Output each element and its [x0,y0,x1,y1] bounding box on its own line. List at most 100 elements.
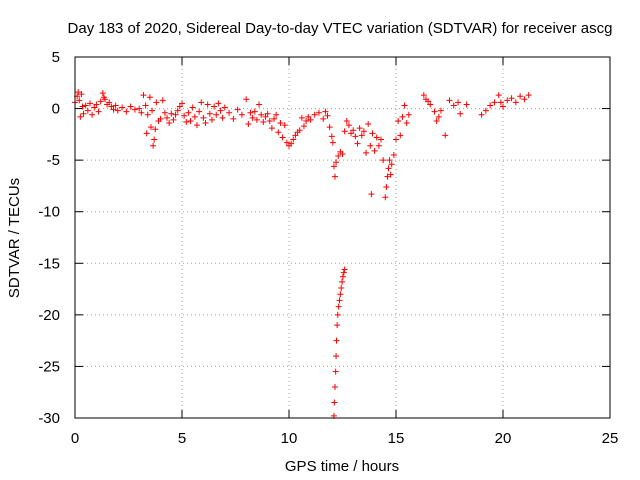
data-point [89,111,96,118]
data-point [152,126,159,133]
data-point [497,99,504,106]
data-point [204,101,211,108]
data-point [131,106,138,113]
data-point [463,101,470,108]
data-point [341,266,348,273]
x-tick-label: 25 [602,430,619,447]
data-point [333,159,340,166]
data-point [168,110,175,117]
data-point [435,113,442,120]
data-point [332,173,339,180]
data-point [388,161,395,168]
data-point [283,139,290,146]
data-point [99,90,106,97]
data-point [187,117,194,124]
data-point [140,92,147,99]
data-point [253,116,260,123]
data-point [106,99,113,106]
data-point [193,122,200,129]
data-point [79,103,86,110]
data-point [266,117,273,124]
data-point [206,110,213,117]
data-point [164,114,171,121]
data-point [303,117,310,124]
data-point [91,104,98,111]
data-point [431,108,438,115]
y-tick-label: -10 [38,204,60,221]
data-point [367,142,374,149]
data-point [292,132,299,139]
data-point [401,102,408,109]
y-tick-label: -5 [47,152,60,169]
data-point [86,100,93,107]
data-point [341,128,348,135]
data-point [76,97,83,104]
data-point [273,111,280,118]
data-point [296,127,303,134]
data-point [258,111,265,118]
data-point [336,297,343,304]
data-point [234,106,241,113]
data-point [390,151,397,158]
data-point [298,114,305,121]
data-point [221,104,228,111]
y-tick-label: 5 [52,49,60,66]
data-point [78,91,85,98]
data-point [397,132,404,139]
data-point [146,94,153,101]
data-point [378,136,385,143]
data-point [339,273,346,280]
data-point [328,133,335,140]
data-point [508,95,515,102]
data-point [305,113,312,120]
data-point [75,89,82,96]
data-point [368,191,375,198]
data-point [457,110,464,117]
data-point [138,109,145,116]
data-point [288,140,295,147]
data-point [369,130,376,137]
data-point [382,194,389,201]
data-point [112,102,119,109]
data-point [365,121,372,128]
data-point [245,121,252,128]
data-point [383,183,390,190]
data-point [249,114,256,121]
data-point [153,99,160,106]
grid-lines [75,57,610,418]
data-point [337,291,344,298]
data-point [110,106,117,113]
data-point [478,111,485,118]
plot-frame [74,56,611,419]
data-point [393,136,399,143]
data-point [455,99,462,106]
data-point [500,103,506,110]
data-point [159,97,166,104]
data-point [179,100,185,107]
data-point [307,116,314,123]
data-point [150,142,157,149]
data-point [161,109,168,116]
y-tick-label: -15 [38,255,60,272]
data-point [176,103,183,110]
data-point [405,111,412,118]
data-point [521,96,528,103]
data-point [174,107,181,114]
data-point [340,269,347,276]
chart-title: Day 183 of 2020, Sidereal Day-to-day VTE… [68,20,613,37]
data-point [275,129,282,136]
data-point [322,108,329,115]
data-point [97,98,104,105]
data-point [136,105,143,112]
data-point [335,303,342,310]
data-point [446,97,453,104]
data-point [375,142,382,149]
data-point [119,104,126,111]
data-point [143,130,150,137]
data-point [157,115,164,122]
data-point [277,120,284,127]
x-tick-label: 20 [495,430,512,447]
data-point [172,111,179,118]
